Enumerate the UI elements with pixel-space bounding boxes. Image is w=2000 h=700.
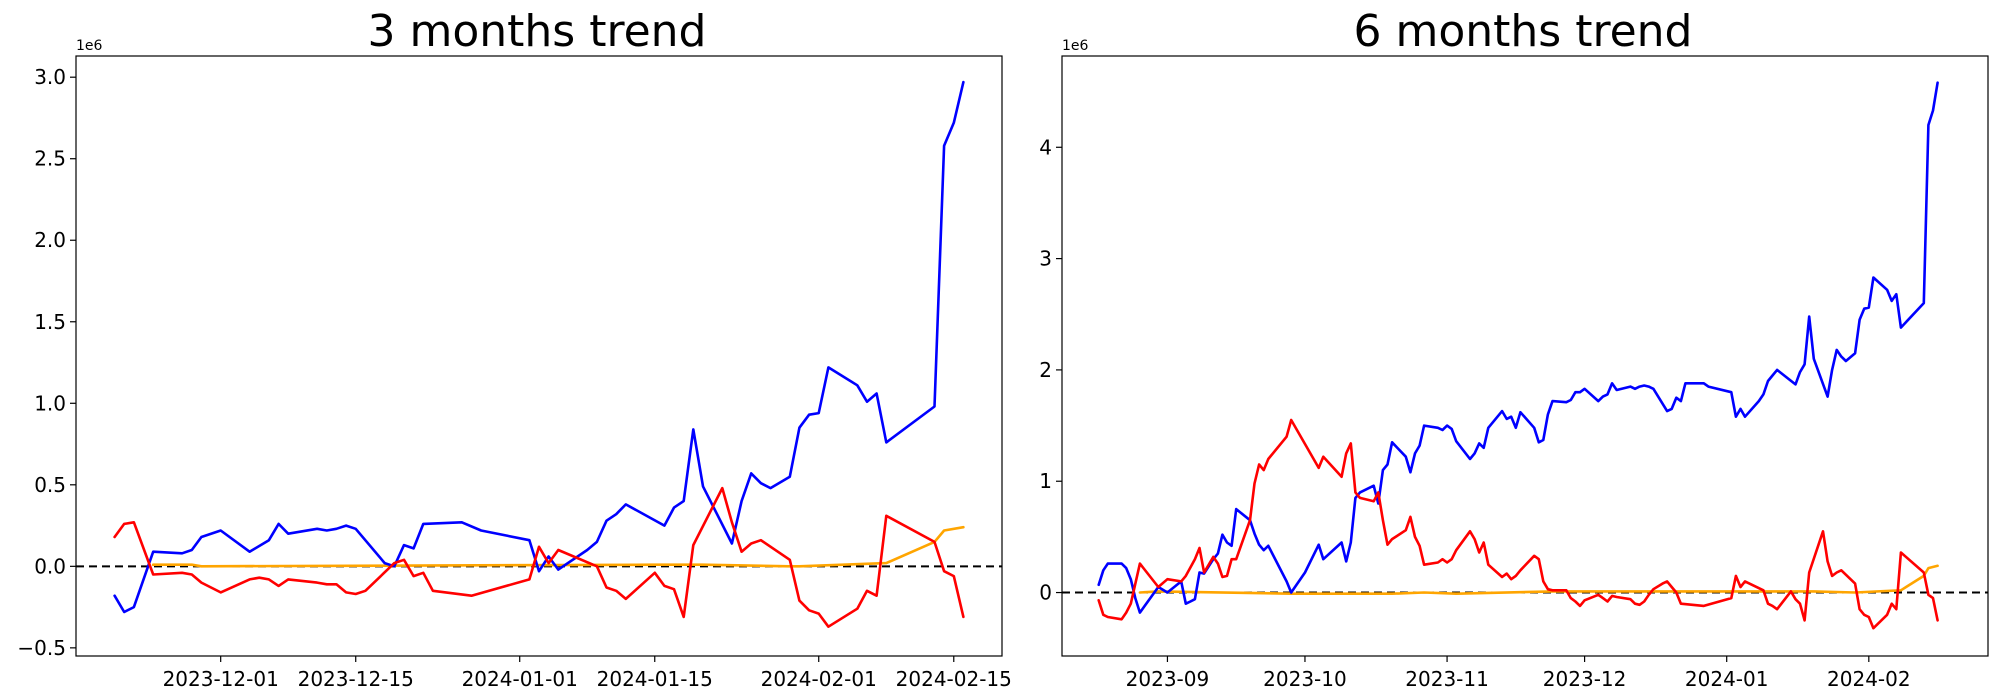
chart-title: 6 months trend	[1354, 6, 1693, 57]
y-tick-label: 1.0	[34, 391, 66, 415]
x-tick-label: 2024-01-01	[462, 667, 578, 691]
y-offset-label: 1e6	[1062, 38, 1089, 54]
x-tick-label: 2023-12-15	[298, 667, 414, 691]
y-tick-label: 1.5	[34, 310, 66, 334]
y-tick-label: 2.5	[34, 147, 66, 171]
x-tick-label: 2024-02-15	[896, 667, 1012, 691]
x-tick-label: 2023-12	[1543, 667, 1627, 691]
chart-title: 3 months trend	[368, 6, 707, 57]
y-tick-label: 0	[1039, 581, 1052, 605]
y-tick-label: −0.5	[17, 636, 66, 660]
axis-ticks: 2023-09 2023-10 2023-11 2023-12 2024-01 2024-…	[1039, 135, 1910, 691]
series-line	[1097, 81, 1939, 614]
series-line	[1138, 564, 1939, 595]
y-tick-label: 2	[1039, 358, 1052, 382]
x-tick-label: 2024-01	[1685, 667, 1769, 691]
x-tick-label: 2023-10	[1263, 667, 1347, 691]
y-tick-label: 0.0	[34, 554, 66, 578]
series-line	[151, 525, 965, 568]
y-tick-label: 4	[1039, 135, 1052, 159]
plot-area	[1062, 81, 1988, 630]
y-tick-label: 1	[1039, 469, 1052, 493]
x-tick-label: 2024-02-01	[761, 667, 877, 691]
axes-frame	[1061, 55, 1989, 657]
series-line	[1097, 418, 1939, 630]
chart-3-months: 3 months trend 1e6 2023-12-01 2023-12-15 2…	[17, 6, 1011, 691]
y-tick-label: 2.0	[34, 228, 66, 252]
x-tick-label: 2023-12-01	[163, 667, 279, 691]
y-tick-label: 0.5	[34, 473, 66, 497]
x-tick-label: 2023-11	[1405, 667, 1489, 691]
chart-6-months: 6 months trend 1e6 2023-09 2023-10 2023-11…	[1039, 6, 1989, 691]
y-tick-label: 3.0	[34, 65, 66, 89]
series-line	[113, 486, 965, 628]
x-tick-label: 2024-01-15	[597, 667, 713, 691]
y-offset-label: 1e6	[76, 38, 103, 54]
axes-frame	[75, 55, 1003, 657]
x-tick-label: 2024-02	[1827, 667, 1911, 691]
axis-ticks: 2023-12-01 2023-12-15 2024-01-01 2024-01-15…	[17, 65, 1011, 691]
series-line	[113, 80, 965, 614]
x-tick-label: 2023-09	[1126, 667, 1210, 691]
plot-area	[76, 80, 1002, 628]
y-tick-label: 3	[1039, 247, 1052, 271]
